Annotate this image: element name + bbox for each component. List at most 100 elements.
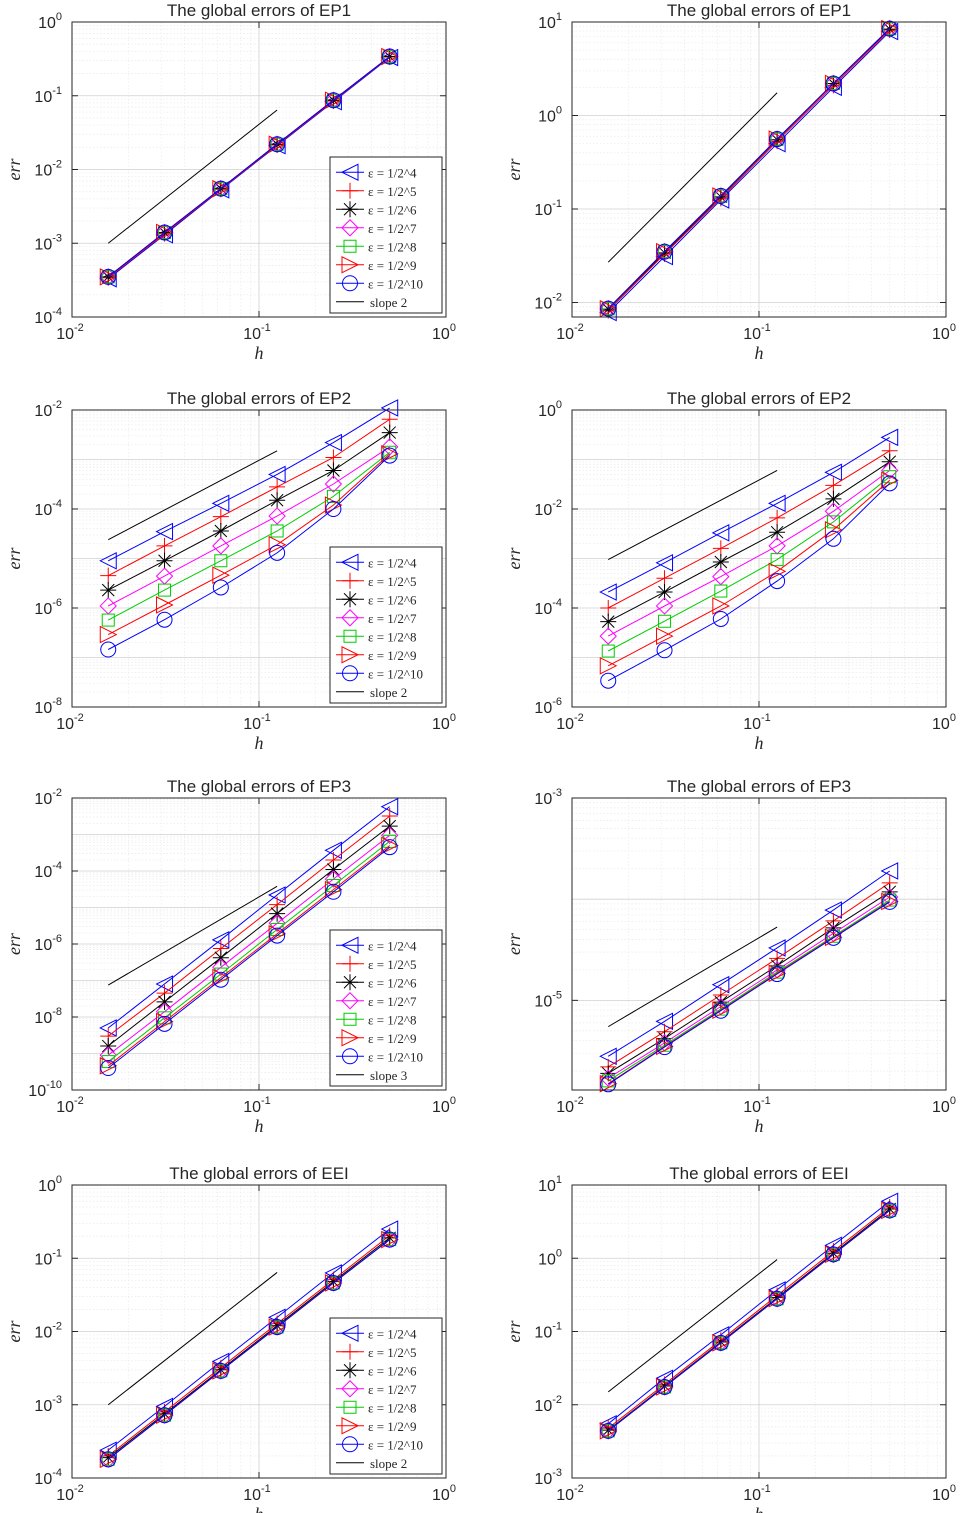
x-tick-label: 10-1 [243,1483,271,1504]
series-7 [600,475,898,689]
data-point-marker [269,492,286,509]
data-point-marker [770,1292,784,1306]
y-tick-label: 10-1 [34,1247,62,1268]
legend-entry: ε = 1/2^8 [336,1012,417,1027]
data-point-marker [824,928,843,947]
data-point-marker [158,225,172,239]
series-line [607,479,891,667]
legend-entry: ε = 1/2^7 [336,1380,417,1398]
data-point-marker [770,553,784,567]
y-tick-label: 100 [538,1247,562,1268]
data-point-marker [712,188,729,205]
legend-entry: ε = 1/2^4 [336,1324,417,1343]
data-point-marker [712,1001,730,1019]
series-1 [99,399,399,570]
legend-entry-reference: slope 2 [336,295,407,310]
y-tick-label: 10-3 [534,787,562,808]
series-3 [100,818,398,1055]
legend-label: ε = 1/2^6 [368,975,417,990]
legend-marker [342,1362,358,1379]
data-point-marker [824,502,843,520]
series-3 [600,453,898,630]
series-6 [599,471,899,675]
data-point-marker [881,883,898,900]
legend-entry: ε = 1/2^4 [336,936,417,955]
data-point-marker [325,861,342,878]
y-tick-label: 10-1 [534,1321,562,1342]
legend-marker [342,1343,358,1360]
legend-label: ε = 1/2^4 [368,938,417,953]
data-point-marker [212,971,229,988]
series-line [607,899,890,1082]
x-axis-label: h [755,343,764,363]
data-point-marker [825,75,842,92]
data-point-marker [769,966,786,983]
legend-entry: ε = 1/2^4 [336,553,417,572]
data-point-marker [712,1334,729,1351]
chart-panel-2: 10-2 10-1 100 10-2 10-1 100 101 The global erro… [504,1,956,363]
y-tick-label: 101 [538,1174,562,1195]
data-point-marker [156,1407,173,1424]
data-point-marker [601,302,615,316]
legend-entry: ε = 1/2^10 [336,1436,423,1453]
legend-entry: ε = 1/2^8 [336,239,417,254]
legend-entry-reference: slope 2 [336,685,407,700]
data-point-marker [212,522,229,539]
data-point-marker [99,1046,117,1064]
x-tick-label: 10-1 [243,1095,271,1116]
series-3 [600,1201,898,1439]
legend-marker [342,1048,358,1065]
chart-title: The global errors of EEI [169,1164,349,1183]
x-tick-label: 10-1 [743,1483,771,1504]
data-point-marker [214,182,228,196]
reference-slope-line [107,885,278,986]
data-point-marker [826,515,840,529]
series-5 [601,470,897,658]
data-point-marker [270,1320,284,1334]
data-point-marker [825,919,842,936]
data-point-marker [381,826,399,845]
y-axis-label: err [4,932,24,955]
y-tick-label: 10-6 [34,933,62,954]
series-line [607,1206,891,1429]
legend-marker [341,255,360,274]
legend-entry: ε = 1/2^9 [336,645,417,664]
data-point-marker [881,893,898,910]
legend-label: ε = 1/2^5 [368,574,417,589]
data-point-marker [656,1378,673,1395]
legend-marker [340,936,359,955]
chart-panel-1: 10-2 10-1 100 10-4 10-3 10-2 10-1 100 The global… [4,1,456,363]
legend-label: ε = 1/2^4 [368,555,417,570]
series-line [607,450,890,609]
series-6 [99,836,399,1075]
series-line [607,1208,891,1431]
series-line [107,806,391,1029]
series-line [607,476,891,652]
y-tick-label: 10-10 [28,1079,62,1100]
series-line [607,461,890,623]
y-tick-label: 10-6 [534,696,562,717]
data-point-marker [824,463,842,482]
data-point-marker [769,509,786,526]
grid [572,798,946,1090]
data-point-marker [825,1246,842,1263]
data-point-marker [325,1274,342,1291]
data-point-marker [383,50,397,64]
chart-title: The global errors of EP3 [667,777,851,796]
data-point-marker [712,553,729,570]
legend-entry: ε = 1/2^4 [336,163,417,182]
data-point-marker [326,93,340,107]
legend-marker [341,219,359,237]
data-point-marker [325,501,342,517]
legend-entry: ε = 1/2^7 [336,992,417,1010]
data-point-marker [658,614,672,628]
data-point-marker [158,1408,172,1422]
data-point-marker [212,566,230,585]
data-point-marker [656,642,673,659]
data-point-marker [269,1319,286,1336]
legend-entry: ε = 1/2^9 [336,1416,417,1435]
series-line [607,901,890,1085]
legend-label: ε = 1/2^7 [368,611,417,626]
data-point-marker [768,964,787,983]
